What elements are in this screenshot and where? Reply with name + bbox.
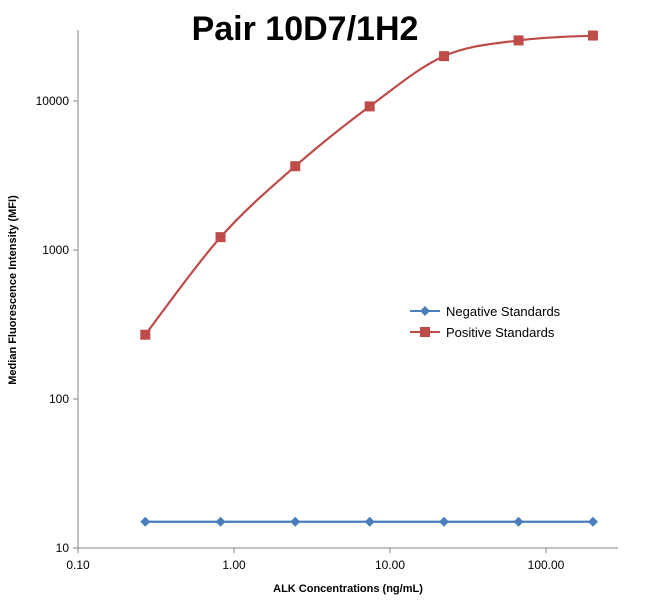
plot-area xyxy=(140,30,598,527)
y-axis-title: Median Fluorescence Intensity (MFI) xyxy=(7,195,19,385)
data-point-positive-standards xyxy=(513,35,524,46)
legend-label: Positive Standards xyxy=(446,325,555,340)
data-point-negative-standards xyxy=(364,516,375,527)
x-tick-label: 0.10 xyxy=(66,558,90,572)
series-line-positive-standards xyxy=(144,34,594,336)
y-tick-label: 10000 xyxy=(36,94,70,108)
legend-label: Negative Standards xyxy=(446,304,561,319)
x-tick-label: 10.00 xyxy=(375,558,405,572)
chart-title: Pair 10D7/1H2 xyxy=(192,10,419,48)
y-tick-label: 1000 xyxy=(42,243,69,257)
data-point-positive-standards xyxy=(290,161,301,172)
data-point-positive-standards xyxy=(140,329,151,340)
data-point-positive-standards xyxy=(364,101,375,112)
legend: Negative Standards Positive Standards xyxy=(410,304,561,340)
data-point-negative-standards xyxy=(439,516,450,527)
data-point-negative-standards xyxy=(215,516,226,527)
data-point-negative-standards xyxy=(290,516,301,527)
x-tick-label: 1.00 xyxy=(222,558,246,572)
x-ticks: 0.10 1.00 10.00 100.00 xyxy=(66,548,565,572)
legend-swatch-marker xyxy=(420,327,430,337)
legend-item-negative-standards: Negative Standards xyxy=(410,304,561,319)
data-point-negative-standards xyxy=(513,516,524,527)
data-point-positive-standards xyxy=(587,30,598,41)
data-point-negative-standards xyxy=(587,516,598,527)
legend-swatch-marker xyxy=(420,306,430,316)
data-point-negative-standards xyxy=(140,516,151,527)
data-point-positive-standards xyxy=(439,51,450,62)
data-point-positive-standards xyxy=(215,232,226,243)
y-tick-label: 100 xyxy=(49,392,69,406)
series-negative-standards xyxy=(140,516,598,527)
y-ticks: 10 100 1000 10000 xyxy=(36,94,78,555)
x-axis-title: ALK Concentrations (ng/mL) xyxy=(273,583,423,595)
y-tick-label: 10 xyxy=(56,541,70,555)
x-tick-label: 100.00 xyxy=(528,558,565,572)
legend-item-positive-standards: Positive Standards xyxy=(410,325,555,340)
series-positive-standards xyxy=(140,30,598,340)
